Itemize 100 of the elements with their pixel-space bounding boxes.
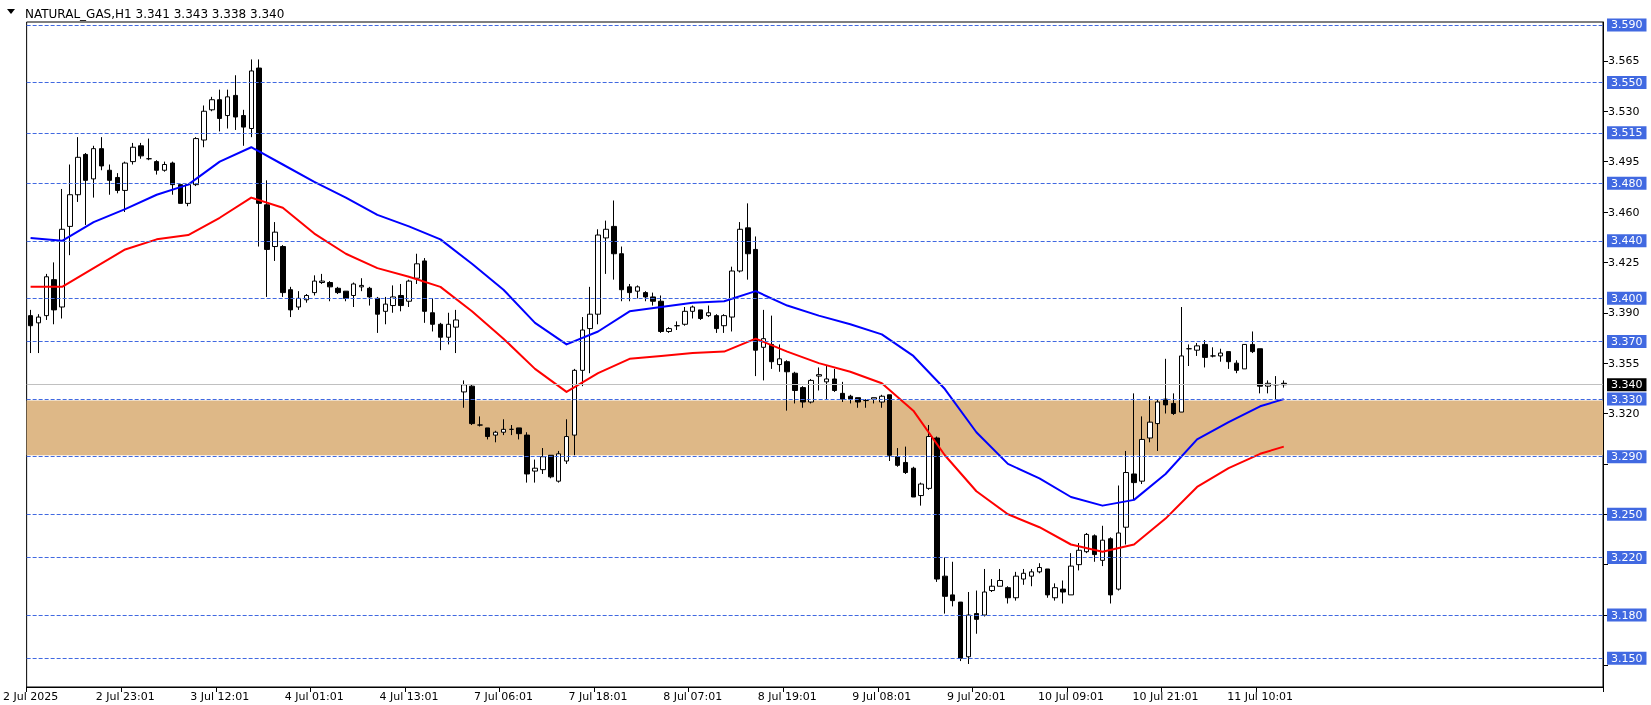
candlestick <box>67 164 73 256</box>
candlestick <box>1131 392 1137 501</box>
candlestick <box>469 384 475 426</box>
candlestick <box>918 482 924 507</box>
candlestick <box>942 556 948 615</box>
ref-line-label: 3.290 <box>1611 450 1643 464</box>
candlestick <box>737 221 743 273</box>
y-tick-label: 3.390 <box>1608 306 1640 320</box>
y-tick-label: 3.460 <box>1608 205 1640 219</box>
candlestick <box>280 244 286 298</box>
candlestick <box>548 454 554 479</box>
candlestick <box>1186 343 1192 367</box>
candlestick <box>1116 484 1121 592</box>
candlestick <box>446 312 451 345</box>
candlestick <box>1045 568 1050 599</box>
ref-line-label: 3.550 <box>1611 75 1643 89</box>
line-series <box>29 146 1285 507</box>
candlestick <box>958 601 963 662</box>
candlestick <box>714 313 719 334</box>
candlestick <box>1005 585 1011 605</box>
candlestick <box>516 427 522 440</box>
ref-line-label: 3.400 <box>1611 291 1643 305</box>
candlestick <box>1163 358 1168 415</box>
candlestick <box>130 142 136 165</box>
candlestick <box>982 568 987 617</box>
candlestick <box>580 316 585 387</box>
candlestick <box>1092 533 1097 563</box>
candlestick <box>375 296 380 334</box>
candlestick <box>288 286 293 318</box>
candlestick <box>509 424 514 436</box>
candlestick <box>477 415 483 427</box>
candlestick <box>1242 343 1247 370</box>
candlestick <box>1257 348 1263 394</box>
candlestick <box>461 379 467 409</box>
ref-line-label: 3.180 <box>1611 608 1643 622</box>
candlestick <box>911 466 916 498</box>
candlestick <box>997 568 1003 587</box>
x-tick-label: 10 Jul 09:01 <box>1037 690 1104 703</box>
candlestick <box>1202 339 1208 368</box>
candlestick <box>107 164 112 196</box>
x-tick-label: 7 Jul 18:01 <box>568 690 628 703</box>
candlestick <box>1179 306 1184 413</box>
candlestick <box>777 343 782 373</box>
candlestick <box>635 284 640 299</box>
candlestick <box>564 418 569 465</box>
candlestick <box>83 152 88 226</box>
candlestick <box>36 313 41 354</box>
candlestick <box>185 184 191 207</box>
ref-line-label: 3.150 <box>1611 651 1643 665</box>
candlestick <box>611 199 617 281</box>
y-tick-label: 3.320 <box>1608 407 1640 421</box>
candlestick <box>233 74 238 131</box>
candlestick <box>1171 392 1176 416</box>
candlestick <box>682 306 688 327</box>
candlestick <box>327 280 333 302</box>
candlestick <box>824 365 829 400</box>
x-tick-label: 7 Jul 06:01 <box>474 690 533 703</box>
candlestick <box>1076 542 1082 571</box>
candlestick <box>532 459 538 484</box>
candlestick <box>524 431 530 484</box>
candlestick <box>706 305 711 318</box>
candlestick <box>343 290 349 302</box>
candlestick <box>840 381 845 403</box>
candlestick <box>887 394 892 462</box>
candlestick <box>193 136 199 187</box>
candlestick <box>595 228 601 325</box>
candlestick <box>1013 571 1019 602</box>
candlestick <box>1060 579 1066 605</box>
y-tick-label: 3.565 <box>1608 54 1640 68</box>
candlestick <box>934 436 940 583</box>
x-tick-label: 3 Jul 12:01 <box>190 690 250 703</box>
candlestick <box>335 286 341 295</box>
candlestick <box>1226 351 1231 370</box>
line-series <box>29 196 1285 553</box>
x-tick-label: 2 Jul 2025 <box>2 690 59 703</box>
candlestick <box>422 257 427 324</box>
candlestick <box>493 430 498 443</box>
candlestick <box>808 378 814 404</box>
x-tick-label: 11 Jul 10:01 <box>1227 690 1294 703</box>
candlestick <box>91 145 96 199</box>
candlestick <box>792 371 798 404</box>
candlestick <box>871 397 877 404</box>
ref-line-label: 3.220 <box>1611 550 1643 564</box>
x-tick-label: 9 Jul 08:01 <box>852 690 912 703</box>
candlestick <box>903 446 908 475</box>
candlestick <box>627 283 632 302</box>
candlestick <box>643 290 648 302</box>
candlestick <box>414 253 420 285</box>
candlestick <box>398 283 404 312</box>
candlestick <box>146 138 152 161</box>
candlestick <box>745 202 751 281</box>
candlestick <box>304 293 309 304</box>
candlestick <box>753 235 758 377</box>
candlestick <box>272 221 278 262</box>
candlestick <box>383 296 388 325</box>
ref-line-label: 3.250 <box>1611 507 1643 521</box>
candlestick <box>438 322 443 351</box>
x-tick-label: 8 Jul 07:01 <box>663 690 723 703</box>
candlestick <box>485 427 490 440</box>
candlestick <box>658 294 664 334</box>
